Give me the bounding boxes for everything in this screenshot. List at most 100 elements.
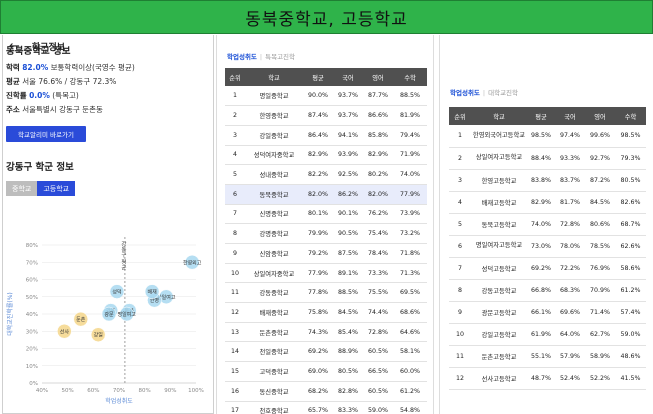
table-cell: 73.0% <box>527 235 555 258</box>
table-cell: 55.1% <box>527 345 555 368</box>
table-cell: 98.5% <box>527 125 555 148</box>
y-tick-label: 0% <box>29 381 38 387</box>
table-row[interactable]: 11 둔촌고등학교 55.1% 57.9% 58.9% 48.6% <box>449 345 646 368</box>
column-header: 학교 <box>245 68 303 86</box>
tab-middle-school[interactable]: 중학교 <box>6 181 38 196</box>
school-name-cell: 한영중학교 <box>245 105 303 126</box>
x-tick-label: 40% <box>36 388 48 394</box>
middle-school-table: 순위 학교 평균 국어 영어 수학 1 명일중학교 90.0% 93.7% 87.7% 88.5% 2 한… <box>225 68 427 414</box>
table-cell: 80.2% <box>363 164 393 185</box>
table-cell: 82.9% <box>303 145 333 166</box>
y-tick-label: 60% <box>26 278 38 284</box>
table-cell: 68.2% <box>303 381 333 402</box>
table-cell: 82.2% <box>303 164 333 185</box>
table-cell: 2 <box>449 147 471 170</box>
table-cell: 92.5% <box>333 164 363 185</box>
table-cell: 65.7% <box>303 401 333 414</box>
school-level-tabs: 중학교 고등학교 <box>6 181 76 196</box>
table-row[interactable]: 12 선사고등학교 48.7% 52.4% 52.2% 41.5% <box>449 367 646 390</box>
table-row[interactable]: 9 신암중학교 79.2% 87.5% 78.4% 71.8% <box>225 243 427 264</box>
school-name-cell: 천호중학교 <box>245 401 303 414</box>
table-cell: 83.8% <box>527 169 555 192</box>
school-name-cell: 동북중학교 <box>245 184 303 205</box>
tab-university[interactable]: 대학교진학 <box>488 89 519 97</box>
table-cell: 72.8% <box>363 322 393 343</box>
table-cell: 93.7% <box>333 86 363 107</box>
table-cell: 57.9% <box>555 345 585 368</box>
table-cell: 48.6% <box>615 345 646 368</box>
table-cell: 4 <box>449 191 471 214</box>
table-cell: 83.7% <box>555 169 585 192</box>
table-cell: 86.4% <box>303 125 333 146</box>
table-row[interactable]: 8 강명중학교 79.9% 90.5% 75.4% 73.2% <box>225 223 427 244</box>
table-cell: 70.9% <box>585 279 615 302</box>
table-cell: 59.0% <box>363 401 393 414</box>
table-row[interactable]: 2 한영중학교 87.4% 93.7% 86.6% 81.9% <box>225 105 427 126</box>
table-cell: 87.4% <box>303 105 333 126</box>
table-row[interactable]: 6 명일여자고등학교 73.0% 78.0% 78.5% 62.6% <box>449 235 646 258</box>
table-cell: 80.5% <box>615 169 646 192</box>
table-row[interactable]: 13 둔촌중학교 74.3% 85.4% 72.8% 64.6% <box>225 322 427 343</box>
school-name-cell: 성덕여자중학교 <box>245 145 303 166</box>
table-row[interactable]: 1 한영외국어고등학교 98.5% 97.4% 99.6% 98.5% <box>449 125 646 148</box>
table-row[interactable]: 10 강일고등학교 61.9% 64.0% 62.7% 59.0% <box>449 323 646 346</box>
table-cell: 78.0% <box>555 235 585 258</box>
table-cell: 92.7% <box>585 147 615 170</box>
table-cell: 73.2% <box>393 223 427 244</box>
school-alimi-link-button[interactable]: 학교알리미 바로가기 <box>6 126 86 142</box>
table-row[interactable]: 4 성덕여자중학교 82.9% 93.9% 82.9% 71.9% <box>225 145 427 166</box>
table-cell: 78.4% <box>363 243 393 264</box>
table-cell: 61.2% <box>615 279 646 302</box>
table-row[interactable]: 6 동북중학교 82.0% 86.2% 82.0% 77.9% <box>225 184 427 205</box>
table-row[interactable]: 10 상일여자중학교 77.9% 89.1% 73.3% 71.3% <box>225 263 427 284</box>
table-row[interactable]: 11 강동중학교 77.8% 88.5% 75.5% 69.5% <box>225 282 427 304</box>
table-cell: 94.1% <box>333 125 363 146</box>
data-point <box>119 306 134 322</box>
table-cell: 93.3% <box>555 147 585 170</box>
y-axis-label: 대학교진학률(%) <box>6 292 14 336</box>
table-cell: 73.3% <box>363 263 393 284</box>
table-row[interactable]: 15 고덕중학교 69.0% 80.5% 66.5% 60.0% <box>225 361 427 382</box>
district-section-title: 강동구 학군 정보 <box>6 162 74 173</box>
table-row[interactable]: 2 상일여자고등학교 88.4% 93.3% 92.7% 79.3% <box>449 147 646 170</box>
table-cell: 87.2% <box>585 169 615 192</box>
tab-special-high[interactable]: 특목고진학 <box>265 53 296 61</box>
table-cell: 88.4% <box>527 147 555 170</box>
x-tick-label: 50% <box>62 388 74 394</box>
table-row[interactable]: 7 신명중학교 80.1% 90.1% 76.2% 73.9% <box>225 204 427 225</box>
table-cell: 85.8% <box>363 125 393 146</box>
table-row[interactable]: 17 천호중학교 65.7% 83.3% 59.0% 54.8% <box>225 401 427 414</box>
table-row[interactable]: 8 강동고등학교 66.8% 68.3% 70.9% 61.2% <box>449 279 646 302</box>
table-cell: 4 <box>225 145 245 166</box>
school-name-cell: 상일여자고등학교 <box>471 147 527 170</box>
school-info-panel: ← 학군정보 <box>2 35 214 414</box>
tab-achievement-high[interactable]: 학업성취도 <box>450 89 480 97</box>
table-cell: 3 <box>449 169 471 192</box>
tab-achievement[interactable]: 학업성취도 <box>227 53 257 61</box>
table-row[interactable]: 5 동북고등학교 74.0% 72.8% 80.6% 68.7% <box>449 213 646 236</box>
table-cell: 12 <box>225 302 245 323</box>
table-cell: 68.6% <box>393 302 427 323</box>
school-name-cell: 둔촌중학교 <box>245 322 303 343</box>
table-row[interactable]: 9 광문고등학교 66.1% 69.6% 71.4% 57.4% <box>449 301 646 324</box>
data-point <box>109 284 125 299</box>
table-row[interactable]: 5 성내중학교 82.2% 92.5% 80.2% 74.0% <box>225 164 427 185</box>
table-cell: 52.4% <box>555 367 585 390</box>
table-row[interactable]: 14 천일중학교 69.2% 88.9% 60.5% 58.1% <box>225 341 427 363</box>
table-row[interactable]: 3 한영고등학교 83.8% 83.7% 87.2% 80.5% <box>449 169 646 192</box>
table-row[interactable]: 3 강일중학교 86.4% 94.1% 85.8% 79.4% <box>225 125 427 146</box>
info-row-average: 평균 서울 76.6% / 강동구 72.3% <box>6 77 117 86</box>
table-cell: 82.9% <box>363 145 393 166</box>
table-row[interactable]: 12 배재중학교 75.8% 84.5% 74.4% 68.6% <box>225 302 427 323</box>
table-cell: 98.5% <box>615 125 646 148</box>
school-name-cell: 선사고등학교 <box>471 367 527 390</box>
table-row[interactable]: 7 성덕고등학교 69.2% 72.2% 76.9% 58.6% <box>449 257 646 280</box>
table-cell: 2 <box>225 105 245 126</box>
back-arrow-icon[interactable]: ← <box>9 38 20 54</box>
column-header: 국어 <box>555 107 585 125</box>
table-row[interactable]: 1 명일중학교 90.0% 93.7% 87.7% 88.5% <box>225 86 427 107</box>
table-cell: 89.1% <box>333 263 363 284</box>
tab-high-school[interactable]: 고등학교 <box>37 181 76 196</box>
table-row[interactable]: 4 배재고등학교 82.9% 81.7% 84.5% 82.6% <box>449 191 646 214</box>
table-row[interactable]: 16 동신중학교 68.2% 82.8% 60.5% 61.2% <box>225 381 427 402</box>
